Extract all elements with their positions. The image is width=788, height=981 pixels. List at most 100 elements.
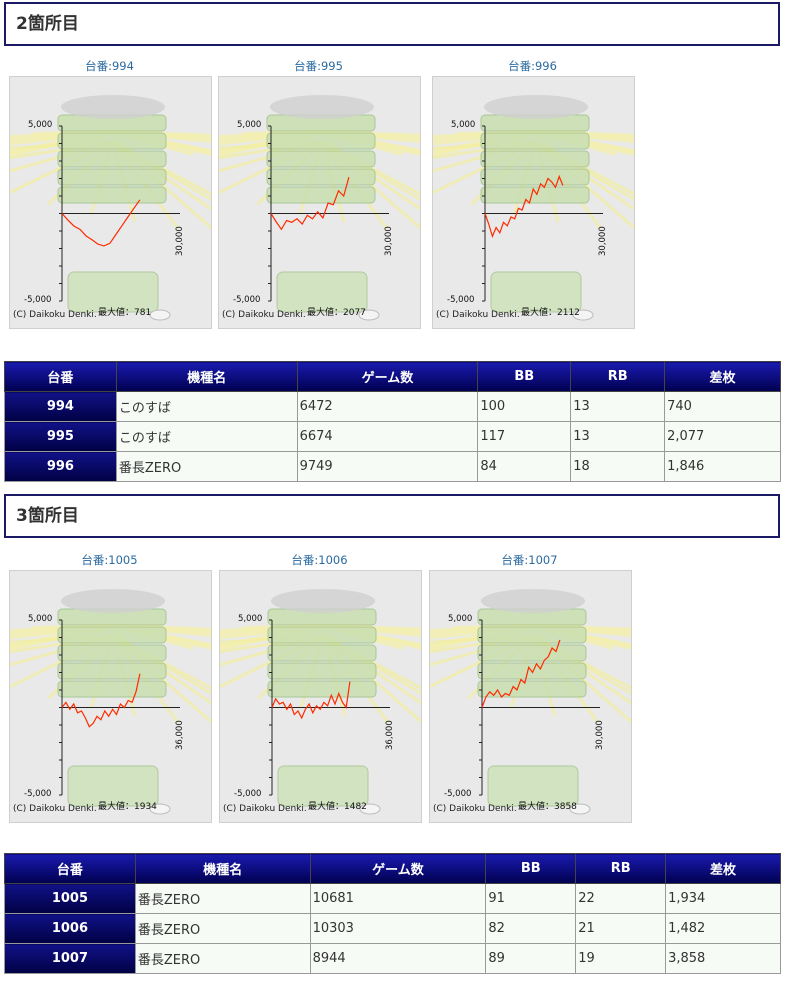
- copyright-text: (C) Daikoku Denki.: [436, 310, 520, 320]
- bb-count: 117: [477, 421, 572, 452]
- x-tick-label: 30,000: [598, 225, 608, 256]
- game-count: 10681: [309, 883, 487, 914]
- diff-count: 1,934: [665, 883, 781, 914]
- graph-card: 台番:996 5,000 -5,000 30,000 最大値：2112 (C) Daik…: [432, 59, 635, 329]
- machine-number-link[interactable]: 994: [4, 391, 117, 422]
- col-header: 差枚: [665, 853, 781, 884]
- y-tick-label: 5,000: [238, 614, 263, 624]
- series-line: [484, 174, 564, 239]
- table-row: 1006 番長ZERO 10303 82 21 1,482: [4, 913, 781, 944]
- game-count: 10303: [309, 913, 487, 944]
- rb-count: 19: [575, 943, 667, 974]
- machine-number-link[interactable]: 996: [4, 451, 117, 482]
- slump-graph: 5,000 -5,000 30,000 最大値：2077 (C) Daikoku Den…: [218, 76, 421, 329]
- table-header-row: 台番 機種名 ゲーム数 BB RB 差枚: [4, 361, 781, 392]
- table-row: 995 このすば 6674 117 13 2,077: [4, 421, 781, 452]
- machine-name: 番長ZERO: [115, 451, 298, 482]
- graph-link[interactable]: 台番:1007: [501, 553, 558, 567]
- max-value-label: 最大値：2112: [521, 308, 580, 318]
- rb-count: 22: [575, 883, 667, 914]
- rb-count: 13: [570, 421, 666, 452]
- machine-name: このすば: [115, 421, 298, 452]
- slump-graph: 5,000 -5,000 36,000 最大値：1934 (C) Daikoku Den…: [9, 570, 212, 823]
- bb-count: 100: [477, 391, 572, 422]
- machine-name: 番長ZERO: [134, 883, 311, 914]
- machine-name: 番長ZERO: [134, 943, 311, 974]
- machine-number-link[interactable]: 1006: [4, 913, 136, 944]
- copyright-text: (C) Daikoku Denki.: [13, 310, 97, 320]
- table-row: 996 番長ZERO 9749 84 18 1,846: [4, 451, 781, 482]
- diff-count: 2,077: [664, 421, 781, 452]
- y-tick-label: 5,000: [451, 120, 476, 130]
- bb-count: 91: [485, 883, 577, 914]
- game-count: 6472: [296, 391, 479, 422]
- rb-count: 13: [570, 391, 666, 422]
- x-tick-label: 30,000: [384, 225, 394, 256]
- max-value-label: 最大値：1934: [98, 802, 157, 812]
- series-line: [61, 199, 141, 247]
- graph-card: 台番:1006 5,000 -5,000 36,000 最大値：1482 (C) Dai…: [219, 553, 422, 823]
- copyright-text: (C) Daikoku Denki.: [223, 804, 307, 814]
- bb-count: 82: [485, 913, 577, 944]
- y-tick-label: 5,000: [237, 120, 262, 130]
- slump-graph: 5,000 -5,000 30,000 最大値：2112 (C) Daikoku Den…: [432, 76, 635, 329]
- slump-graph: 5,000 -5,000 30,000 最大値：3858 (C) Daikoku Den…: [429, 570, 632, 823]
- copyright-text: (C) Daikoku Denki.: [433, 804, 517, 814]
- data-table: 台番 機種名 ゲーム数 BB RB 差枚 994 このすば 6472 100 1…: [4, 361, 781, 482]
- y-tick-label: -5,000: [447, 295, 475, 305]
- y-tick-label: -5,000: [234, 789, 262, 799]
- col-header: 機種名: [115, 361, 298, 392]
- section-title: 3箇所目: [4, 494, 780, 538]
- series-line: [271, 681, 351, 720]
- graph-card: 台番:1005 5,000 -5,000 36,000 最大値：1934 (C) Dai…: [9, 553, 212, 823]
- machine-number-link[interactable]: 995: [4, 421, 117, 452]
- x-tick-label: 30,000: [595, 719, 605, 750]
- rb-count: 18: [570, 451, 666, 482]
- graph-link[interactable]: 台番:1006: [291, 553, 348, 567]
- col-header: 台番: [4, 361, 117, 392]
- max-value-label: 最大値：3858: [518, 802, 577, 812]
- graph-card: 台番:994 5,000 -5,000 30,000 最大値：781 (C) Daiko…: [9, 59, 212, 329]
- diff-count: 740: [664, 391, 781, 422]
- graph-card: 台番:1007 5,000 -5,000 30,000 最大値：3858 (C) Dai…: [429, 553, 632, 823]
- diff-count: 1,846: [664, 451, 781, 482]
- x-tick-label: 36,000: [385, 719, 395, 750]
- table-header-row: 台番 機種名 ゲーム数 BB RB 差枚: [4, 853, 781, 884]
- y-tick-label: -5,000: [233, 295, 261, 305]
- col-header: RB: [570, 361, 666, 392]
- max-value-label: 最大値：1482: [308, 802, 367, 812]
- rb-count: 21: [575, 913, 667, 944]
- graph-link[interactable]: 台番:1005: [81, 553, 138, 567]
- data-table: 台番 機種名 ゲーム数 BB RB 差枚 1005 番長ZERO 10681 9…: [4, 853, 781, 974]
- col-header: ゲーム数: [296, 361, 479, 392]
- game-count: 8944: [309, 943, 487, 974]
- table-row: 1007 番長ZERO 8944 89 19 3,858: [4, 943, 781, 974]
- series-line: [270, 177, 350, 231]
- graph-link[interactable]: 台番:996: [508, 59, 557, 73]
- table-row: 994 このすば 6472 100 13 740: [4, 391, 781, 422]
- bb-count: 89: [485, 943, 577, 974]
- col-header: BB: [477, 361, 572, 392]
- machine-name: 番長ZERO: [134, 913, 311, 944]
- graph-link[interactable]: 台番:994: [85, 59, 134, 73]
- col-header: 機種名: [134, 853, 311, 884]
- graph-link[interactable]: 台番:995: [294, 59, 343, 73]
- max-value-label: 最大値：2077: [307, 308, 366, 318]
- col-header: 差枚: [664, 361, 781, 392]
- y-tick-label: -5,000: [24, 295, 52, 305]
- machine-number-link[interactable]: 1007: [4, 943, 136, 974]
- section-title: 2箇所目: [4, 2, 780, 46]
- y-tick-label: -5,000: [444, 789, 472, 799]
- game-count: 9749: [296, 451, 479, 482]
- diff-count: 3,858: [665, 943, 781, 974]
- col-header: 台番: [4, 853, 136, 884]
- diff-count: 1,482: [665, 913, 781, 944]
- y-tick-label: 5,000: [28, 120, 53, 130]
- machine-number-link[interactable]: 1005: [4, 883, 136, 914]
- table-row: 1005 番長ZERO 10681 91 22 1,934: [4, 883, 781, 914]
- col-header: RB: [575, 853, 667, 884]
- col-header: ゲーム数: [309, 853, 487, 884]
- slump-graph: 5,000 -5,000 30,000 最大値：781 (C) Daikoku Denk…: [9, 76, 212, 329]
- game-count: 6674: [296, 421, 479, 452]
- y-tick-label: -5,000: [24, 789, 52, 799]
